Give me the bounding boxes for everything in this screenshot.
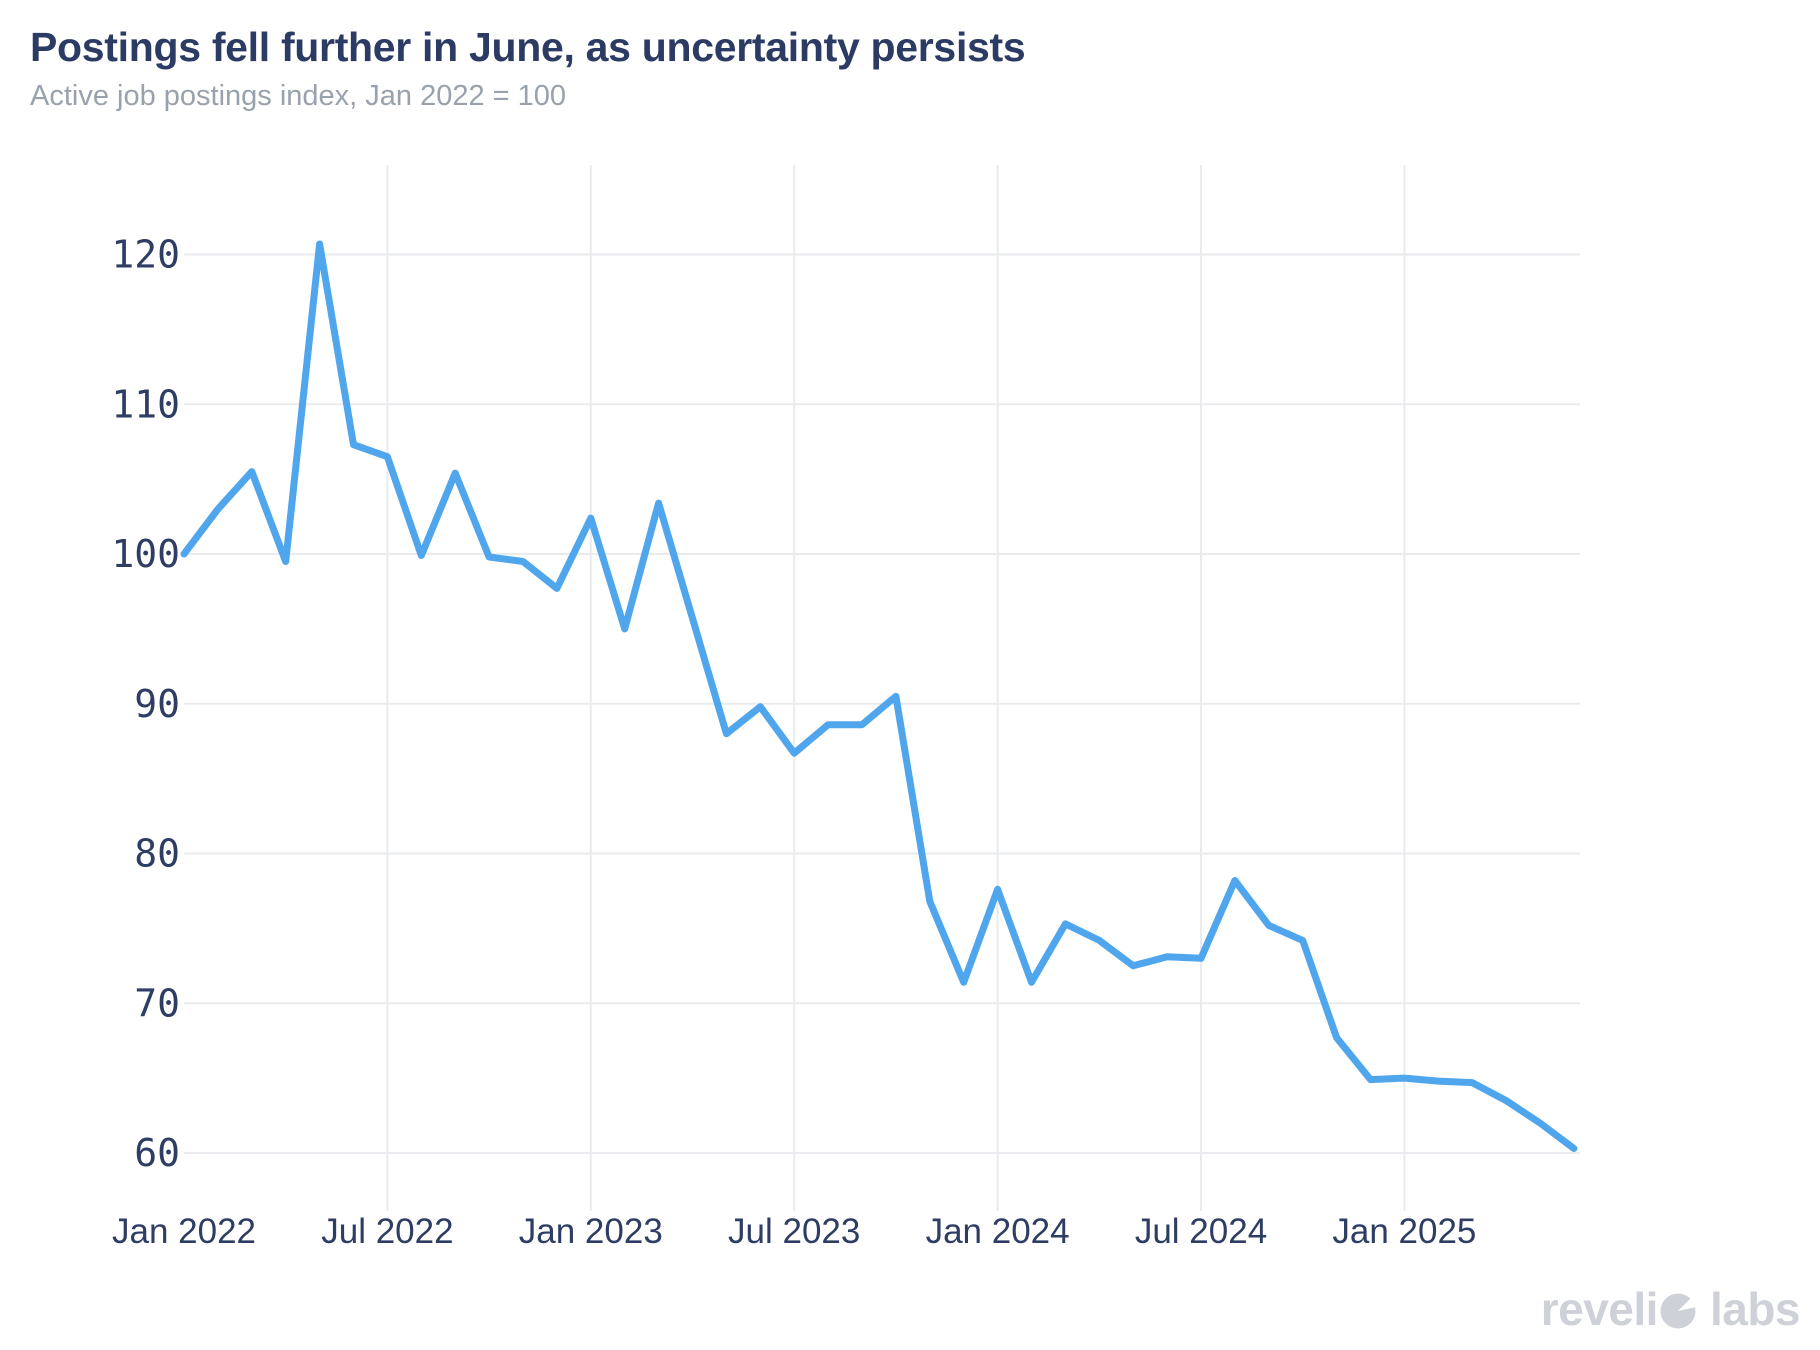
x-axis-tick-labels: Jan 2022 Jul 2022 Jan 2023 Jul 2023 Jan 2024… <box>112 1212 1476 1251</box>
svg-text:Jul 2022: Jul 2022 <box>321 1212 453 1251</box>
revelio-labs-logo: reveli labs <box>1540 1283 1801 1335</box>
logo-text-suffix: labs <box>1709 1283 1801 1335</box>
logo-o-icon <box>1660 1293 1697 1329</box>
chart-title: Postings fell further in June, as uncert… <box>30 24 1026 70</box>
chart-subtitle: Active job postings index, Jan 2022 = 10… <box>30 80 567 113</box>
svg-text:90: 90 <box>134 682 180 726</box>
svg-text:60: 60 <box>134 1131 180 1175</box>
svg-text:120: 120 <box>111 233 180 277</box>
svg-text:80: 80 <box>134 832 180 876</box>
svg-text:Jan 2022: Jan 2022 <box>112 1212 256 1251</box>
y-axis-tick-labels: 60 70 80 90 100 110 120 <box>111 233 180 1176</box>
horizontal-gridlines <box>184 253 1580 1154</box>
logo-text-prefix: reveli <box>1540 1283 1659 1335</box>
svg-text:70: 70 <box>134 981 180 1025</box>
svg-text:Jul 2024: Jul 2024 <box>1135 1212 1267 1251</box>
vertical-gridlines <box>386 165 1406 1211</box>
chart-header: Postings fell further in June, as uncert… <box>30 24 1026 113</box>
svg-text:100: 100 <box>111 532 180 576</box>
postings-index-line-series <box>180 240 1578 1152</box>
svg-text:Jan 2024: Jan 2024 <box>926 1212 1070 1251</box>
svg-text:Jul 2023: Jul 2023 <box>728 1212 860 1251</box>
svg-text:Jan 2025: Jan 2025 <box>1332 1212 1476 1251</box>
svg-text:Jan 2023: Jan 2023 <box>519 1212 663 1251</box>
svg-text:110: 110 <box>111 382 180 426</box>
